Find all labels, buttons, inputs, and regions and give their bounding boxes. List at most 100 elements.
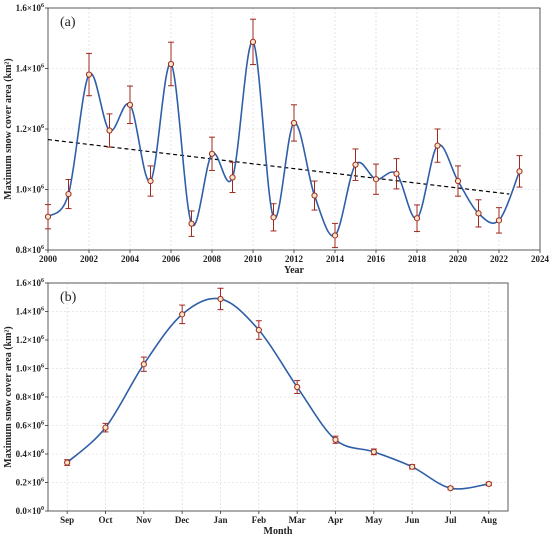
x-tick-label: Mar [289, 515, 306, 525]
data-point [208, 150, 216, 157]
y-tick-label-exponent: 6 [41, 245, 44, 251]
data-point [167, 60, 175, 68]
panel-label: (b) [60, 290, 77, 305]
y-tick-label-mantissa: 1.6×10 [16, 3, 42, 13]
data-point [413, 215, 421, 222]
data-point [290, 119, 298, 127]
y-tick-label-exponent: 6 [41, 3, 44, 9]
trend-line [47, 138, 510, 195]
x-tick-label: 2006 [162, 254, 181, 264]
y-tick-label-mantissa: 1.4×10 [16, 64, 42, 74]
y-tick-label-exponent: 6 [41, 449, 44, 455]
y-tick-label-exponent: 6 [41, 392, 44, 398]
y-axis-title: Maximum snow cover area (km²) [3, 58, 14, 200]
x-tick-label: 2018 [408, 254, 427, 264]
data-point [393, 170, 400, 177]
x-tick-label: Aug [481, 515, 498, 525]
data-point [44, 213, 52, 220]
x-tick-label: Jun [405, 515, 420, 525]
y-tick-label-mantissa: 0.8×10 [16, 245, 42, 255]
y-tick-label: 0.4×106 [16, 449, 44, 459]
y-tick-label-mantissa: 1.6×10 [16, 278, 42, 288]
y-tick-label-exponent: 6 [41, 335, 44, 341]
y-tick-label: 0.8×106 [16, 245, 44, 255]
y-tick-label: 1.6×106 [16, 3, 44, 13]
data-point [447, 485, 454, 492]
x-tick-label: Jul [444, 515, 457, 525]
data-point [64, 459, 71, 466]
y-tick-label: 0.8×106 [16, 392, 44, 402]
data-point [331, 232, 339, 239]
panel-label: (a) [60, 15, 76, 30]
y-tick-label-mantissa: 0.2×10 [16, 478, 42, 488]
x-tick-label: Jan [213, 515, 227, 525]
y-tick-label-mantissa: 1.2×10 [16, 335, 42, 345]
data-point [217, 295, 224, 303]
y-tick-label: 1.0×106 [16, 185, 44, 195]
data-point [370, 448, 377, 455]
data-point [255, 326, 262, 334]
data-point [102, 424, 109, 431]
data-point [85, 71, 93, 78]
x-tick-label: Nov [136, 515, 152, 525]
y-tick-label-exponent: 6 [41, 421, 44, 427]
y-tick-label-mantissa: 1.0×10 [16, 364, 42, 374]
data-point [294, 383, 301, 391]
x-tick-label: 2020 [449, 254, 468, 264]
y-tick-label: 1.4×106 [16, 64, 44, 74]
y-tick-label: 1.4×106 [16, 307, 44, 317]
data-point [140, 361, 147, 368]
y-tick-label: 1.0×106 [16, 364, 44, 374]
data-point [352, 161, 359, 168]
data-point [372, 176, 380, 183]
y-tick-label-mantissa: 0.4×10 [16, 449, 42, 459]
x-tick-label: Sep [60, 515, 74, 525]
panel-1: 0.0×1000.2×1060.4×1060.6×1060.8×1061.0×1… [3, 278, 509, 537]
y-tick-label-exponent: 6 [41, 124, 44, 130]
y-tick-label-exponent: 6 [41, 364, 44, 370]
data-point [475, 210, 482, 217]
x-tick-label: 2014 [326, 254, 345, 264]
y-tick-label-exponent: 6 [41, 185, 44, 191]
data-point [188, 220, 195, 227]
y-tick-label-exponent: 6 [41, 64, 44, 70]
data-point [179, 311, 186, 318]
data-point [126, 101, 134, 108]
data-point [229, 174, 236, 181]
x-tick-label: 2012 [285, 254, 304, 264]
x-tick-label: May [365, 515, 383, 525]
data-point [409, 463, 416, 470]
x-tick-label: 2010 [244, 254, 263, 264]
data-point [270, 214, 277, 221]
data-point [495, 217, 503, 224]
y-tick-label: 1.2×106 [16, 124, 44, 134]
y-tick-label: 1.2×106 [16, 335, 44, 345]
y-tick-label-mantissa: 1.0×10 [16, 185, 42, 195]
x-tick-label: 2022 [490, 254, 509, 264]
y-tick-label-exponent: 0 [41, 506, 44, 512]
data-point [454, 177, 462, 185]
data-point [106, 127, 113, 134]
data-point [434, 142, 441, 149]
y-tick-label-mantissa: 0.0×10 [16, 506, 42, 516]
x-tick-label: 2004 [121, 254, 140, 264]
x-tick-label: 2008 [203, 254, 222, 264]
x-tick-label: 2000 [39, 254, 58, 264]
series-line [66, 297, 489, 490]
x-tick-label: Dec [175, 515, 190, 525]
x-tick-label: 2002 [80, 254, 99, 264]
x-axis-title: Year [284, 265, 305, 276]
x-tick-label: 2016 [367, 254, 386, 264]
y-tick-label: 0.0×100 [16, 506, 44, 516]
data-point [485, 480, 492, 488]
y-tick-label-mantissa: 0.8×10 [16, 392, 42, 402]
data-point [249, 38, 257, 45]
data-point [147, 177, 154, 185]
data-point [516, 168, 523, 175]
y-tick-label: 1.6×106 [16, 278, 44, 288]
y-tick-label-mantissa: 0.6×10 [16, 421, 42, 431]
x-axis-title: Month [264, 526, 293, 537]
data-point [311, 192, 318, 199]
